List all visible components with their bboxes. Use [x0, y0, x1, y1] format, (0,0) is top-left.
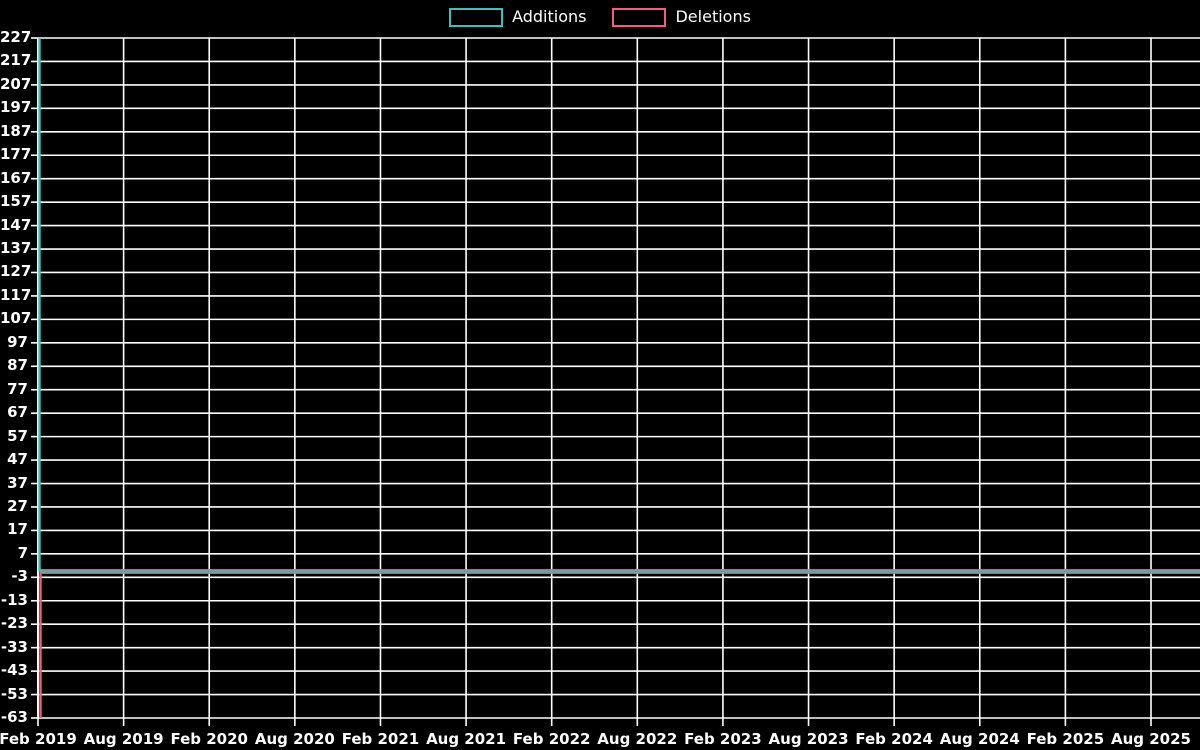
- y-tick-label: 227: [0, 28, 32, 46]
- x-tick-label: Feb 2019: [0, 730, 77, 748]
- y-tick-label: -33: [0, 637, 28, 656]
- vertical-gridlines: [37, 38, 1152, 718]
- legend-label-additions: Additions: [512, 7, 587, 26]
- x-tick-label: Aug 2023: [768, 730, 849, 748]
- line-additions: [38, 38, 1200, 572]
- legend-swatch-deletions-icon: [612, 7, 667, 27]
- legend-label-deletions: Deletions: [675, 7, 751, 26]
- y-tick-label: -43: [0, 661, 28, 680]
- y-tick-label: 217: [0, 51, 32, 70]
- legend-item-deletions[interactable]: Deletions: [612, 7, 751, 27]
- plot-area: 227 217 207 197 187 177 167 157 147 137 127 117 107 9…: [0, 30, 1200, 750]
- x-tick-label: Aug 2020: [254, 730, 335, 748]
- x-tick-label: Aug 2024: [939, 730, 1020, 748]
- x-tick-label: Aug 2025: [1111, 730, 1191, 748]
- y-tick-label: 177: [0, 145, 32, 164]
- y-tick-label: 137: [0, 239, 32, 258]
- y-tick-label: -3: [11, 567, 28, 586]
- y-tick-label: 17: [7, 520, 28, 539]
- x-tick-label: Feb 2021: [341, 730, 420, 748]
- y-tick-label: 47: [7, 450, 28, 469]
- horizontal-gridlines: [38, 37, 1200, 719]
- y-tick-label: 207: [0, 74, 32, 93]
- legend-item-additions[interactable]: Additions: [449, 7, 587, 27]
- x-tick-label: Feb 2020: [170, 730, 248, 748]
- y-tick-label: 107: [0, 309, 32, 328]
- chart-canvas: [31, 37, 1200, 726]
- y-tick-label: 57: [7, 426, 28, 445]
- legend-swatch-additions-icon: [449, 7, 504, 27]
- y-tick-label: -23: [0, 614, 28, 633]
- line-deletions: [39, 571, 1200, 718]
- y-tick-label: 87: [7, 356, 28, 375]
- x-tick-label: Aug 2019: [83, 730, 164, 748]
- y-tick-label: 187: [0, 121, 32, 140]
- y-tick-label: -13: [0, 590, 28, 609]
- y-tick-label: 77: [7, 379, 28, 398]
- x-tick-label: Feb 2024: [855, 730, 933, 748]
- y-tick-label: -53: [0, 684, 28, 703]
- y-tick-label: 117: [0, 285, 32, 304]
- x-tick-label: Feb 2022: [512, 730, 591, 748]
- y-tick-label: 97: [7, 332, 28, 351]
- y-tick-label: 67: [7, 403, 28, 422]
- y-tick-label: 197: [0, 98, 32, 117]
- y-tick-label: 167: [0, 168, 32, 187]
- chart-axes: [31, 37, 1152, 726]
- y-tick-label: 127: [0, 262, 32, 281]
- x-tick-label: Aug 2022: [597, 730, 678, 748]
- x-tick-label: Aug 2021: [426, 730, 507, 748]
- x-tick-label: Feb 2025: [1026, 730, 1105, 748]
- y-tick-label: 27: [7, 496, 28, 515]
- y-tick-label: 37: [7, 473, 28, 492]
- y-tick-label: -63: [0, 708, 28, 726]
- chart-legend: Additions Deletions: [0, 0, 1200, 34]
- series-lines: [38, 38, 1200, 718]
- y-tick-label: 147: [0, 215, 32, 234]
- y-tick-label: 7: [17, 543, 28, 562]
- x-tick-label: Feb 2023: [684, 730, 762, 748]
- y-tick-label: 157: [0, 192, 32, 211]
